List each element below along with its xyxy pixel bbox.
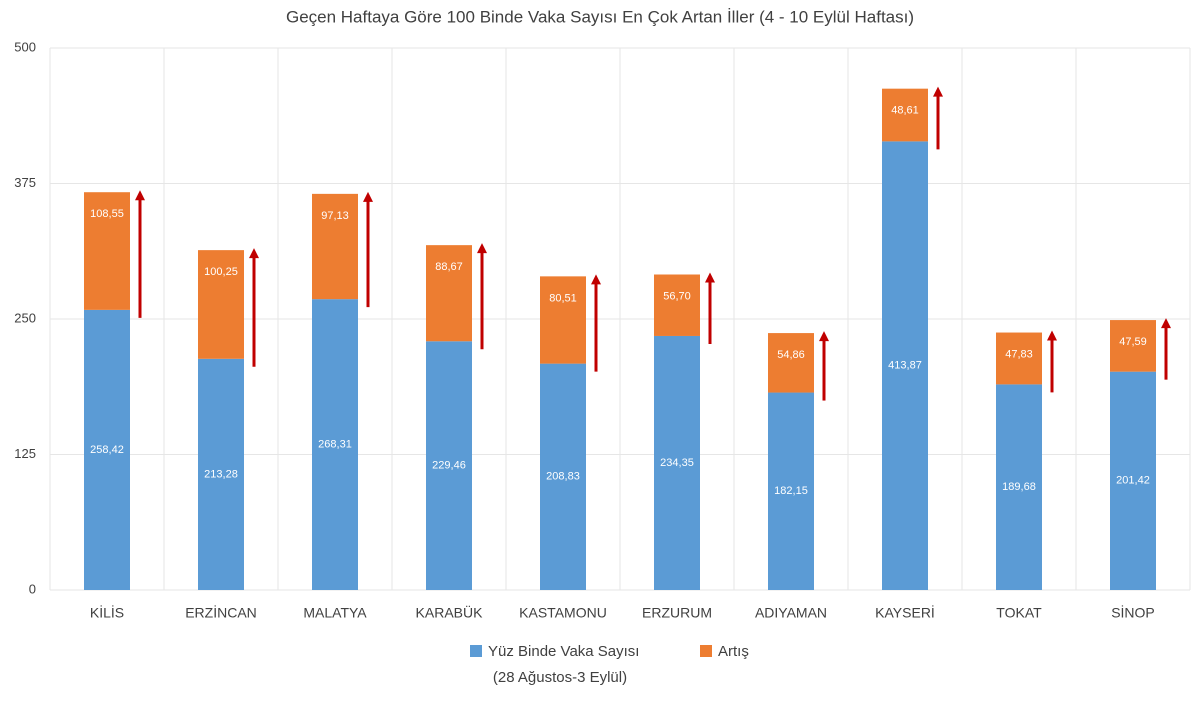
legend-note: (28 Ağustos-3 Eylül) — [493, 669, 627, 686]
increase-arrowhead — [1047, 330, 1057, 341]
increase-arrowhead — [1161, 318, 1171, 329]
y-tick-label: 375 — [14, 175, 36, 190]
value-label: 54,86 — [777, 349, 805, 361]
increase-arrowhead — [363, 191, 373, 202]
value-label: 213,28 — [204, 468, 238, 480]
bar-segment — [198, 250, 244, 359]
value-label: 413,87 — [888, 360, 922, 372]
increase-arrowhead — [477, 243, 487, 254]
x-tick-label: ERZİNCAN — [185, 604, 257, 621]
value-label: 47,59 — [1119, 336, 1147, 348]
bar-segment — [540, 363, 586, 590]
bar-segment — [654, 335, 700, 590]
x-tick-label: MALATYA — [303, 605, 367, 621]
value-label: 268,31 — [318, 438, 352, 450]
bar-segment — [882, 141, 928, 590]
value-label: 47,83 — [1005, 348, 1033, 360]
bar-segment — [654, 274, 700, 336]
y-tick-label: 250 — [14, 310, 36, 325]
bar-segment — [996, 384, 1042, 590]
x-tick-label: SİNOP — [1111, 604, 1155, 621]
increase-arrowhead — [249, 248, 259, 259]
bar-segment — [426, 341, 472, 590]
bar-segment — [426, 245, 472, 342]
bar-segment — [84, 309, 130, 590]
increase-arrowhead — [135, 190, 145, 201]
bar-segment — [1110, 320, 1156, 372]
value-label: 48,61 — [891, 105, 919, 117]
increase-arrowhead — [705, 272, 715, 283]
x-tick-label: TOKAT — [996, 605, 1042, 621]
value-label: 201,42 — [1116, 475, 1150, 487]
chart-title: Geçen Haftaya Göre 100 Binde Vaka Sayısı… — [286, 7, 914, 26]
bar-segment — [1110, 371, 1156, 590]
x-tick-label: KARABÜK — [416, 604, 484, 621]
y-tick-label: 125 — [14, 446, 36, 461]
value-label: 97,13 — [321, 210, 349, 222]
value-label: 80,51 — [549, 292, 577, 304]
bar-segment — [882, 88, 928, 142]
legend-label: Artış — [718, 643, 749, 660]
y-tick-label: 0 — [29, 581, 36, 596]
legend-swatch — [700, 645, 712, 657]
value-label: 88,67 — [435, 261, 463, 273]
legend-label: Yüz Binde Vaka Sayısı — [488, 643, 639, 660]
increase-arrowhead — [591, 274, 601, 285]
value-label: 182,15 — [774, 485, 808, 497]
y-tick-label: 500 — [14, 39, 36, 54]
x-tick-label: KİLİS — [90, 604, 124, 621]
value-label: 229,46 — [432, 460, 466, 472]
bar-segment — [84, 192, 130, 310]
value-label: 189,68 — [1002, 481, 1036, 493]
value-label: 208,83 — [546, 471, 580, 483]
bar-segment — [312, 299, 358, 590]
x-tick-label: ADIYAMAN — [755, 605, 827, 621]
increase-arrowhead — [933, 86, 943, 97]
value-label: 108,55 — [90, 208, 124, 220]
value-label: 234,35 — [660, 457, 694, 469]
value-label: 258,42 — [90, 444, 124, 456]
bar-segment — [768, 392, 814, 590]
legend-swatch — [470, 645, 482, 657]
bar-segment — [312, 193, 358, 300]
bar-segment — [540, 276, 586, 364]
x-tick-label: ERZURUM — [642, 605, 712, 621]
x-tick-label: KASTAMONU — [519, 605, 607, 621]
value-label: 100,25 — [204, 266, 238, 278]
value-label: 56,70 — [663, 290, 691, 302]
bar-segment — [996, 332, 1042, 385]
increase-arrowhead — [819, 331, 829, 342]
x-tick-label: KAYSERİ — [875, 604, 935, 621]
bar-segment — [768, 333, 814, 393]
bar-segment — [198, 358, 244, 590]
